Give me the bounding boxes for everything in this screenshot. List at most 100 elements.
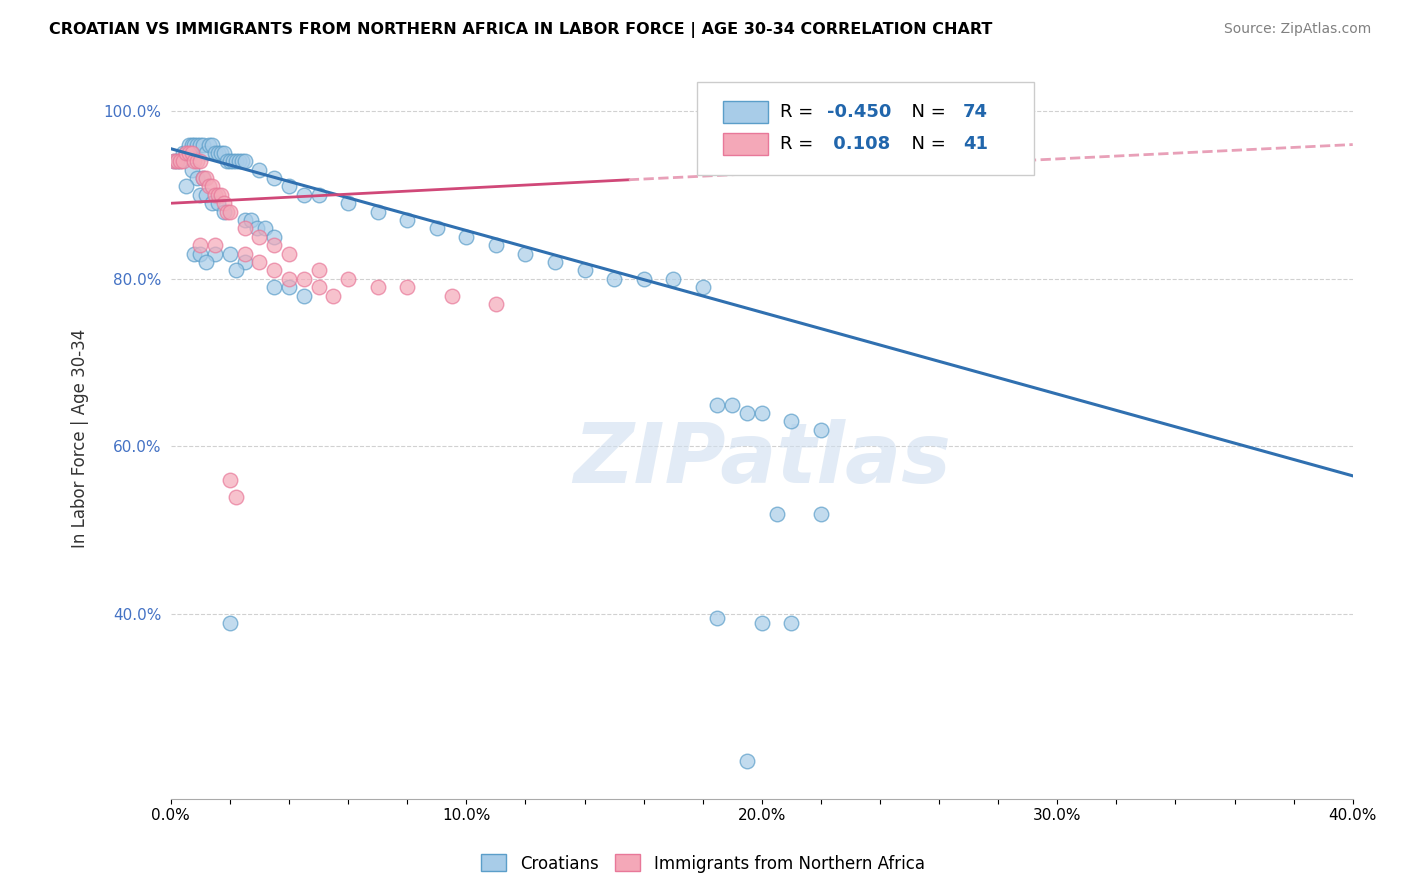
Point: [186, 137, 208, 152]
Point: [190, 238, 212, 252]
Text: R =: R =: [779, 103, 818, 121]
Point: [190, 187, 212, 202]
Point: [172, 145, 194, 160]
Point: [367, 204, 389, 219]
Point: [263, 171, 285, 186]
Point: [195, 145, 218, 160]
Point: [239, 213, 262, 227]
Point: [201, 137, 224, 152]
Point: [485, 297, 508, 311]
Point: [219, 154, 242, 169]
Point: [367, 280, 389, 294]
Point: [180, 137, 202, 152]
Point: [219, 246, 242, 260]
Point: [308, 280, 330, 294]
Point: [212, 204, 235, 219]
Point: [292, 288, 315, 302]
Point: [278, 246, 301, 260]
Point: [706, 398, 728, 412]
Point: [190, 137, 212, 152]
Point: [308, 263, 330, 277]
Point: [574, 263, 596, 277]
Point: [254, 221, 277, 235]
Text: Source: ZipAtlas.com: Source: ZipAtlas.com: [1223, 22, 1371, 37]
Y-axis label: In Labor Force | Age 30-34: In Labor Force | Age 30-34: [72, 328, 89, 548]
Point: [603, 271, 626, 285]
Point: [193, 137, 215, 152]
Text: R =: R =: [779, 135, 818, 153]
Point: [190, 154, 212, 169]
Text: -0.450: -0.450: [827, 103, 891, 121]
Point: [249, 229, 271, 244]
Point: [396, 213, 419, 227]
Text: 0.108: 0.108: [827, 135, 890, 153]
Text: 41: 41: [963, 135, 988, 153]
Point: [198, 179, 221, 194]
Point: [706, 611, 728, 625]
Point: [169, 154, 191, 169]
Point: [233, 221, 256, 235]
Point: [219, 204, 242, 219]
Point: [195, 187, 218, 202]
Point: [174, 179, 197, 194]
Text: ZIPatlas: ZIPatlas: [572, 419, 950, 500]
Text: CROATIAN VS IMMIGRANTS FROM NORTHERN AFRICA IN LABOR FORCE | AGE 30-34 CORRELATI: CROATIAN VS IMMIGRANTS FROM NORTHERN AFR…: [49, 22, 993, 38]
Point: [292, 271, 315, 285]
Point: [219, 615, 242, 630]
Point: [233, 246, 256, 260]
Point: [204, 145, 226, 160]
Point: [263, 238, 285, 252]
Point: [751, 615, 773, 630]
Point: [245, 221, 267, 235]
Bar: [723, 102, 768, 123]
Point: [735, 754, 758, 768]
Point: [633, 271, 655, 285]
Point: [207, 145, 229, 160]
Point: [207, 196, 229, 211]
Point: [204, 187, 226, 202]
Point: [810, 507, 832, 521]
Point: [249, 162, 271, 177]
Point: [209, 187, 232, 202]
Point: [177, 145, 200, 160]
Point: [222, 154, 245, 169]
Point: [485, 238, 508, 252]
Point: [212, 196, 235, 211]
Point: [440, 288, 463, 302]
Point: [278, 179, 301, 194]
Point: [201, 196, 224, 211]
Point: [278, 271, 301, 285]
Point: [225, 154, 247, 169]
Point: [198, 137, 221, 152]
Point: [426, 221, 449, 235]
Point: [174, 145, 197, 160]
Point: [810, 423, 832, 437]
Point: [396, 280, 419, 294]
Point: [780, 615, 803, 630]
Point: [193, 171, 215, 186]
Point: [204, 246, 226, 260]
Point: [207, 187, 229, 202]
Point: [186, 171, 208, 186]
Text: N =: N =: [900, 103, 952, 121]
Point: [212, 145, 235, 160]
Point: [169, 154, 191, 169]
Point: [186, 154, 208, 169]
Point: [233, 154, 256, 169]
Point: [337, 196, 360, 211]
Point: [166, 154, 188, 169]
Point: [263, 280, 285, 294]
Point: [780, 414, 803, 428]
Point: [215, 204, 238, 219]
Point: [225, 490, 247, 504]
Point: [337, 271, 360, 285]
Point: [209, 145, 232, 160]
Point: [204, 238, 226, 252]
Point: [190, 246, 212, 260]
Point: [177, 137, 200, 152]
Point: [721, 398, 744, 412]
Text: N =: N =: [900, 135, 952, 153]
Point: [215, 154, 238, 169]
Point: [193, 171, 215, 186]
Point: [751, 406, 773, 420]
